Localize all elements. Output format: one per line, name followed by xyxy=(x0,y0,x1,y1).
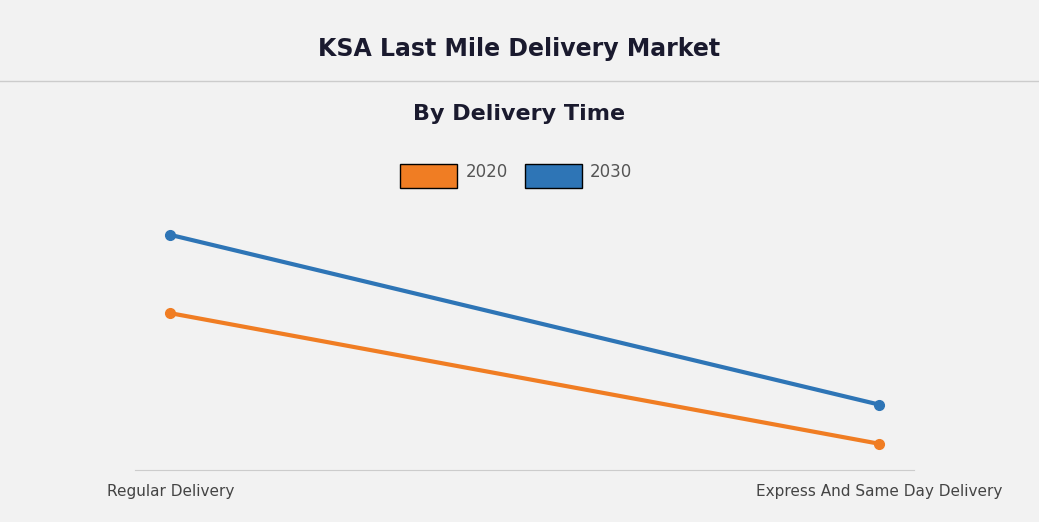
Text: KSA Last Mile Delivery Market: KSA Last Mile Delivery Market xyxy=(318,37,721,61)
Text: 2030: 2030 xyxy=(590,163,633,181)
Text: By Delivery Time: By Delivery Time xyxy=(414,104,625,124)
Text: 2020: 2020 xyxy=(465,163,508,181)
